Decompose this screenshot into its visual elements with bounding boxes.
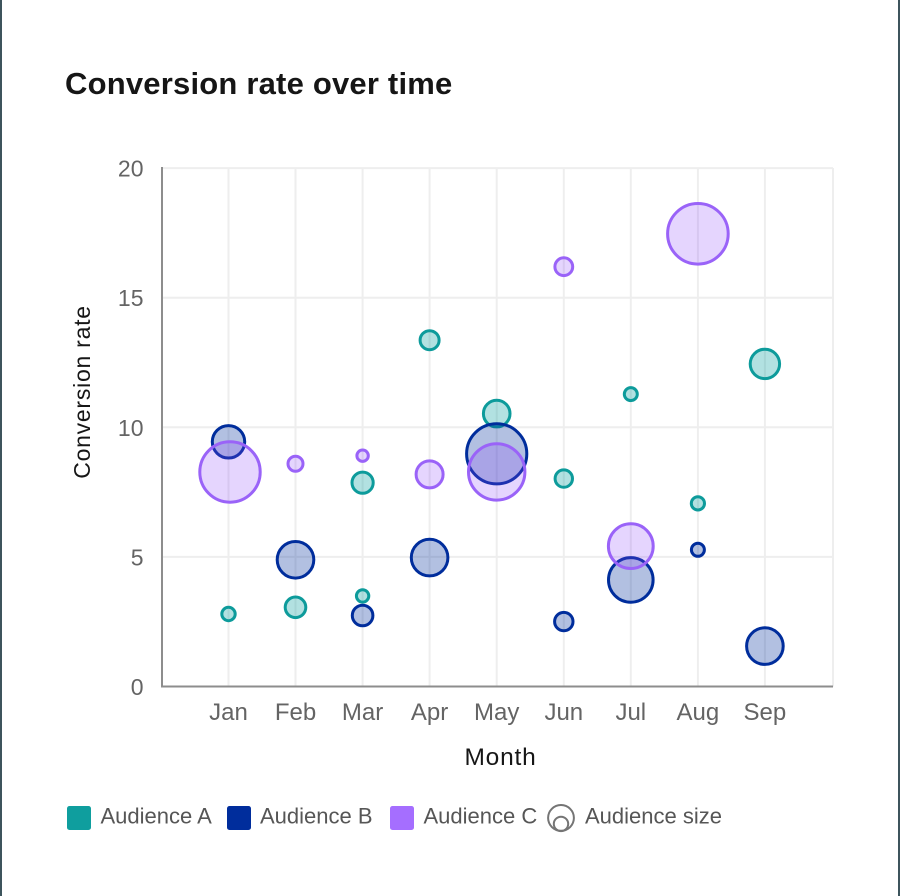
svg-text:20: 20 — [118, 156, 144, 182]
svg-text:Mar: Mar — [342, 699, 383, 726]
svg-text:Apr: Apr — [411, 699, 448, 726]
svg-text:Feb: Feb — [275, 699, 316, 726]
svg-text:5: 5 — [131, 544, 144, 570]
svg-text:Audience A: Audience A — [101, 804, 213, 829]
svg-text:Audience size: Audience size — [585, 804, 722, 829]
svg-text:Jun: Jun — [544, 699, 583, 726]
svg-text:10: 10 — [118, 415, 144, 441]
svg-text:Month: Month — [464, 744, 536, 771]
svg-text:Jul: Jul — [615, 699, 646, 726]
svg-text:Audience B: Audience B — [260, 804, 373, 829]
svg-text:Jan: Jan — [209, 699, 248, 726]
svg-text:Aug: Aug — [677, 699, 720, 726]
svg-text:Conversion rate: Conversion rate — [69, 305, 95, 479]
svg-text:May: May — [474, 699, 519, 726]
svg-text:0: 0 — [131, 674, 144, 700]
svg-text:Audience C: Audience C — [424, 804, 538, 829]
svg-text:Conversion rate over time: Conversion rate over time — [65, 66, 452, 101]
svg-text:15: 15 — [118, 285, 144, 311]
svg-text:Sep: Sep — [744, 699, 787, 726]
